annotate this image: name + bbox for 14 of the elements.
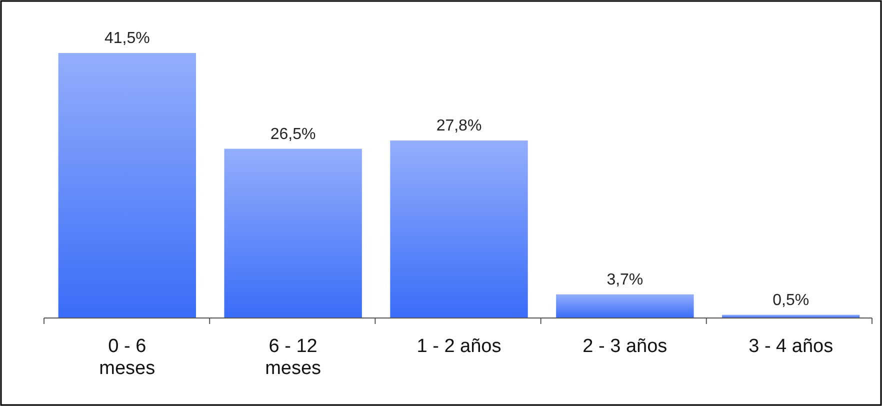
x-tick-label: 0 - 6 meses <box>99 336 156 379</box>
data-label: 3,7% <box>606 271 644 288</box>
data-label: 0,5% <box>772 292 810 309</box>
bar <box>224 148 362 318</box>
bar <box>390 140 528 318</box>
x-tick-label: 1 - 2 años <box>416 336 502 357</box>
data-label: 41,5% <box>104 30 150 47</box>
x-tick-label: 3 - 4 años <box>748 336 834 357</box>
bar <box>58 53 196 318</box>
data-label: 27,8% <box>436 117 482 134</box>
bar <box>556 294 694 318</box>
x-tick-label: 6 - 12 meses <box>265 336 322 379</box>
x-tick-label: 2 - 3 años <box>582 336 668 357</box>
data-label: 26,5% <box>270 126 316 143</box>
